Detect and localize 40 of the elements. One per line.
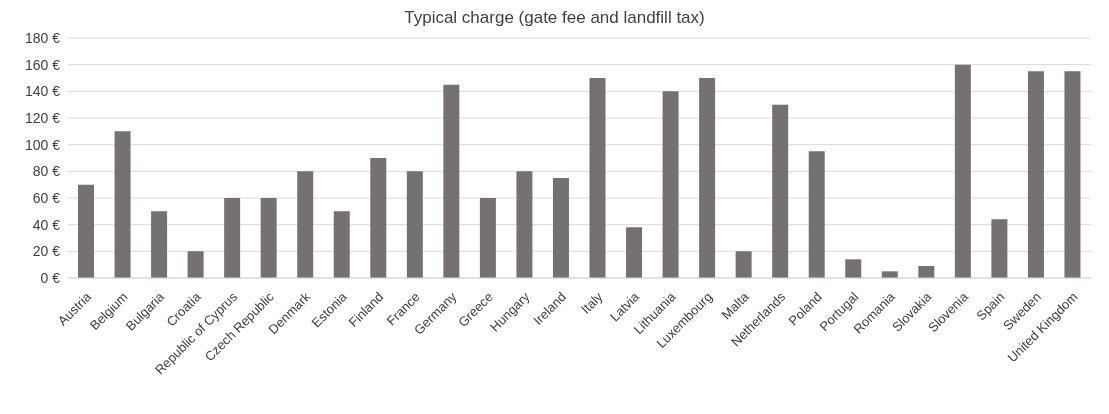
bar: [151, 211, 168, 278]
bar: [772, 104, 789, 278]
bar: [735, 251, 752, 278]
bar: [626, 227, 643, 278]
bar: [552, 178, 569, 278]
bar: [114, 131, 131, 278]
y-tick-label: 40 €: [32, 216, 61, 233]
bar: [333, 211, 350, 278]
bar: [954, 64, 971, 278]
bar: [443, 84, 460, 278]
bar: [224, 198, 241, 278]
bar: [479, 198, 496, 278]
y-tick-label: 0 €: [40, 269, 61, 286]
bar: [297, 171, 314, 278]
bar: [1027, 71, 1044, 278]
bar: [808, 151, 825, 278]
bar: [260, 198, 277, 278]
bar: [589, 78, 606, 278]
bar: [516, 171, 533, 278]
y-tick-label: 120 €: [24, 109, 61, 126]
y-tick-label: 160 €: [24, 56, 61, 73]
x-tick-label: Italy: [578, 288, 606, 317]
chart-title: Typical charge (gate fee and landfill tax): [403, 8, 706, 28]
bar: [991, 219, 1008, 278]
bar: [881, 271, 898, 278]
y-tick-label: 60 €: [32, 189, 61, 206]
y-tick-label: 180 €: [24, 29, 61, 46]
y-tick-label: 80 €: [32, 163, 61, 180]
bar: [78, 184, 94, 278]
bar: [1064, 71, 1081, 278]
bar: [187, 251, 204, 278]
bar: [662, 91, 679, 278]
y-tick-label: 20 €: [32, 243, 61, 260]
bar: [845, 259, 862, 278]
bar: [370, 158, 387, 278]
y-tick-label: 140 €: [24, 83, 61, 100]
bar: [918, 266, 935, 278]
y-tick-label: 100 €: [24, 136, 61, 153]
bar: [699, 78, 716, 278]
bar: [406, 171, 423, 278]
